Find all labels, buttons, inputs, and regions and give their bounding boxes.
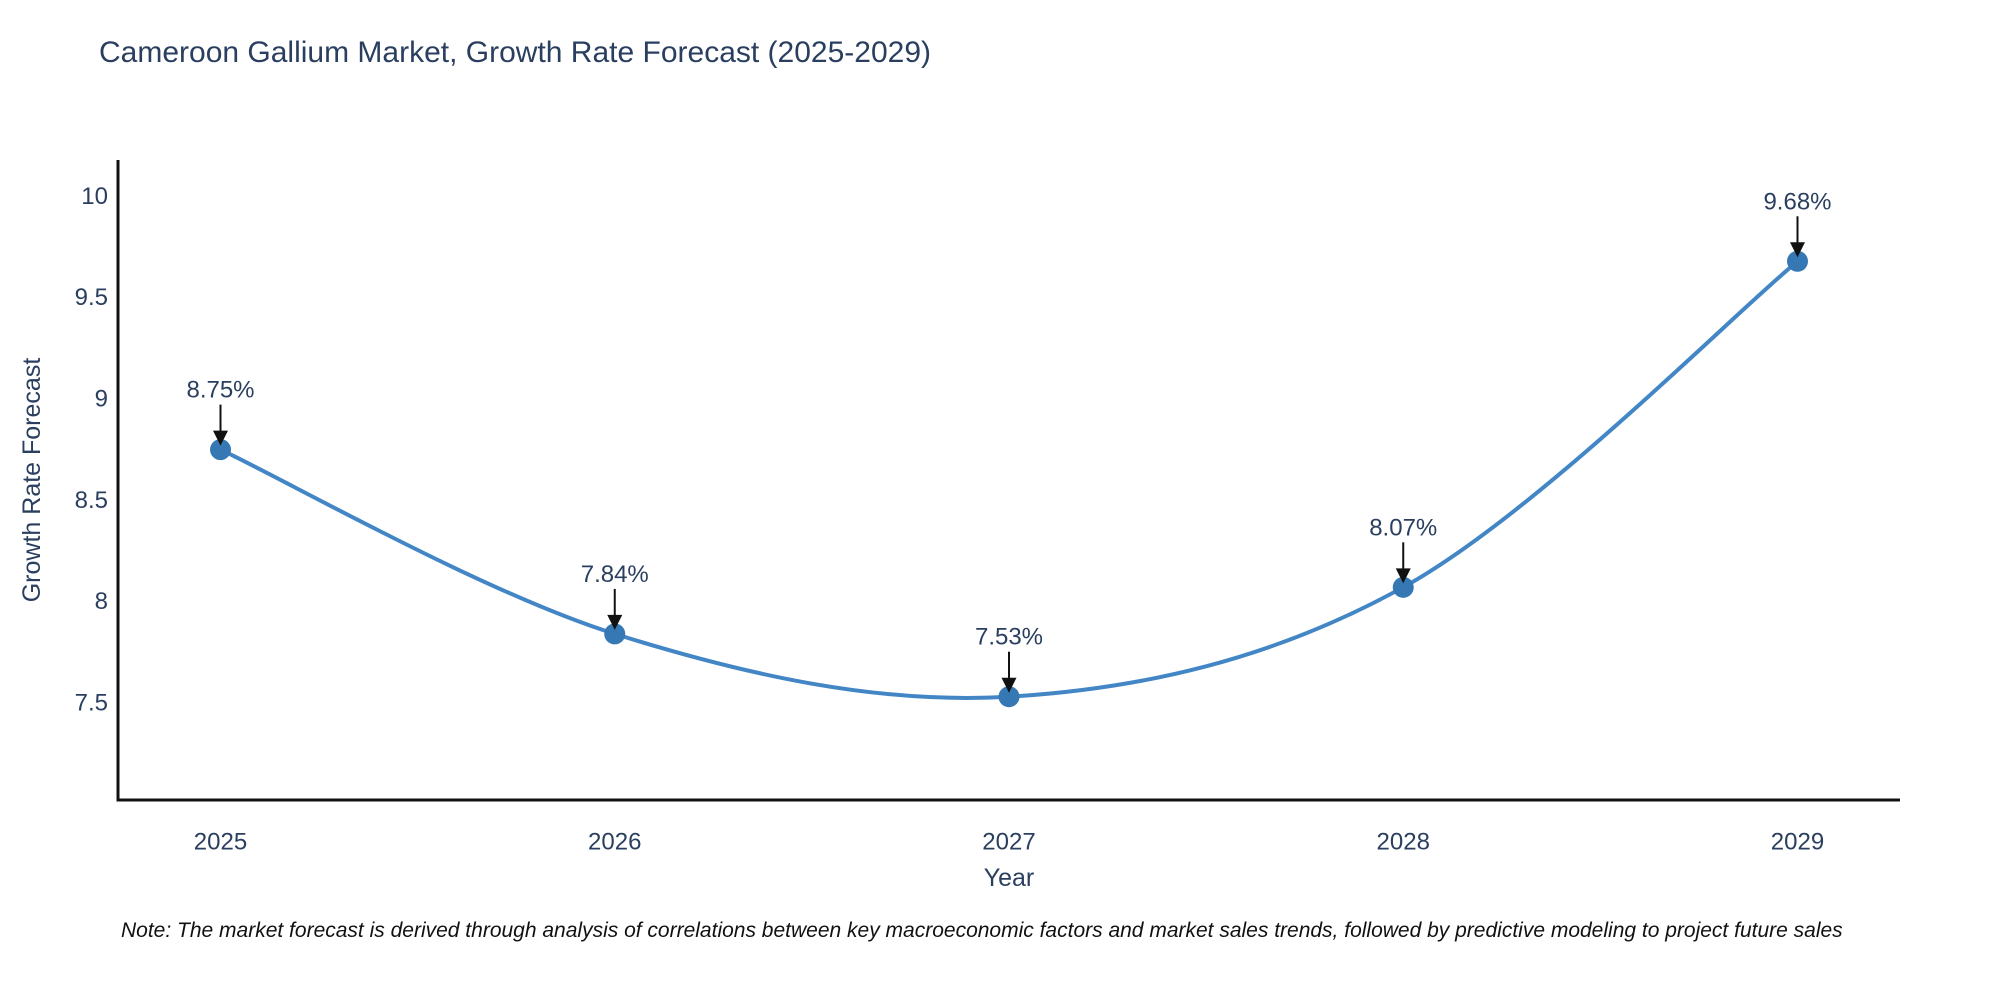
annotation-arrowhead-icon <box>213 430 229 446</box>
x-tick-label: 2029 <box>1771 829 1824 856</box>
data-point-marker <box>604 623 626 645</box>
annotation-arrowhead-icon <box>1789 242 1805 258</box>
y-tick-label: 10 <box>81 183 108 210</box>
annotation-label: 9.68% <box>1763 188 1831 215</box>
x-tick-label: 2027 <box>982 829 1035 856</box>
data-point-marker <box>998 686 1020 708</box>
chart-title: Cameroon Gallium Market, Growth Rate For… <box>99 36 932 69</box>
data-point-marker <box>1392 576 1414 598</box>
y-tick-label: 7.5 <box>75 689 108 716</box>
y-tick-label: 8.5 <box>75 487 108 514</box>
annotation-arrowhead-icon <box>1001 677 1017 693</box>
annotation-label: 7.84% <box>581 561 649 588</box>
data-point-marker <box>1786 250 1808 272</box>
annotation-arrowhead-icon <box>1395 568 1411 584</box>
y-axis-title: Growth Rate Forecast <box>18 358 46 603</box>
annotation-label: 8.07% <box>1369 514 1437 541</box>
y-tick-label: 9.5 <box>75 284 108 311</box>
x-axis-title: Year <box>984 864 1035 892</box>
annotation-label: 8.75% <box>186 377 254 404</box>
x-tick-label: 2025 <box>194 829 247 856</box>
annotation-arrowhead-icon <box>607 614 623 630</box>
data-point-marker <box>210 439 232 461</box>
annotation-label: 7.53% <box>975 624 1043 651</box>
y-tick-label: 8 <box>95 588 108 615</box>
x-tick-label: 2026 <box>588 829 641 856</box>
x-tick-label: 2028 <box>1377 829 1430 856</box>
y-tick-label: 9 <box>95 385 108 412</box>
footer-note: Note: The market forecast is derived thr… <box>121 919 1843 942</box>
